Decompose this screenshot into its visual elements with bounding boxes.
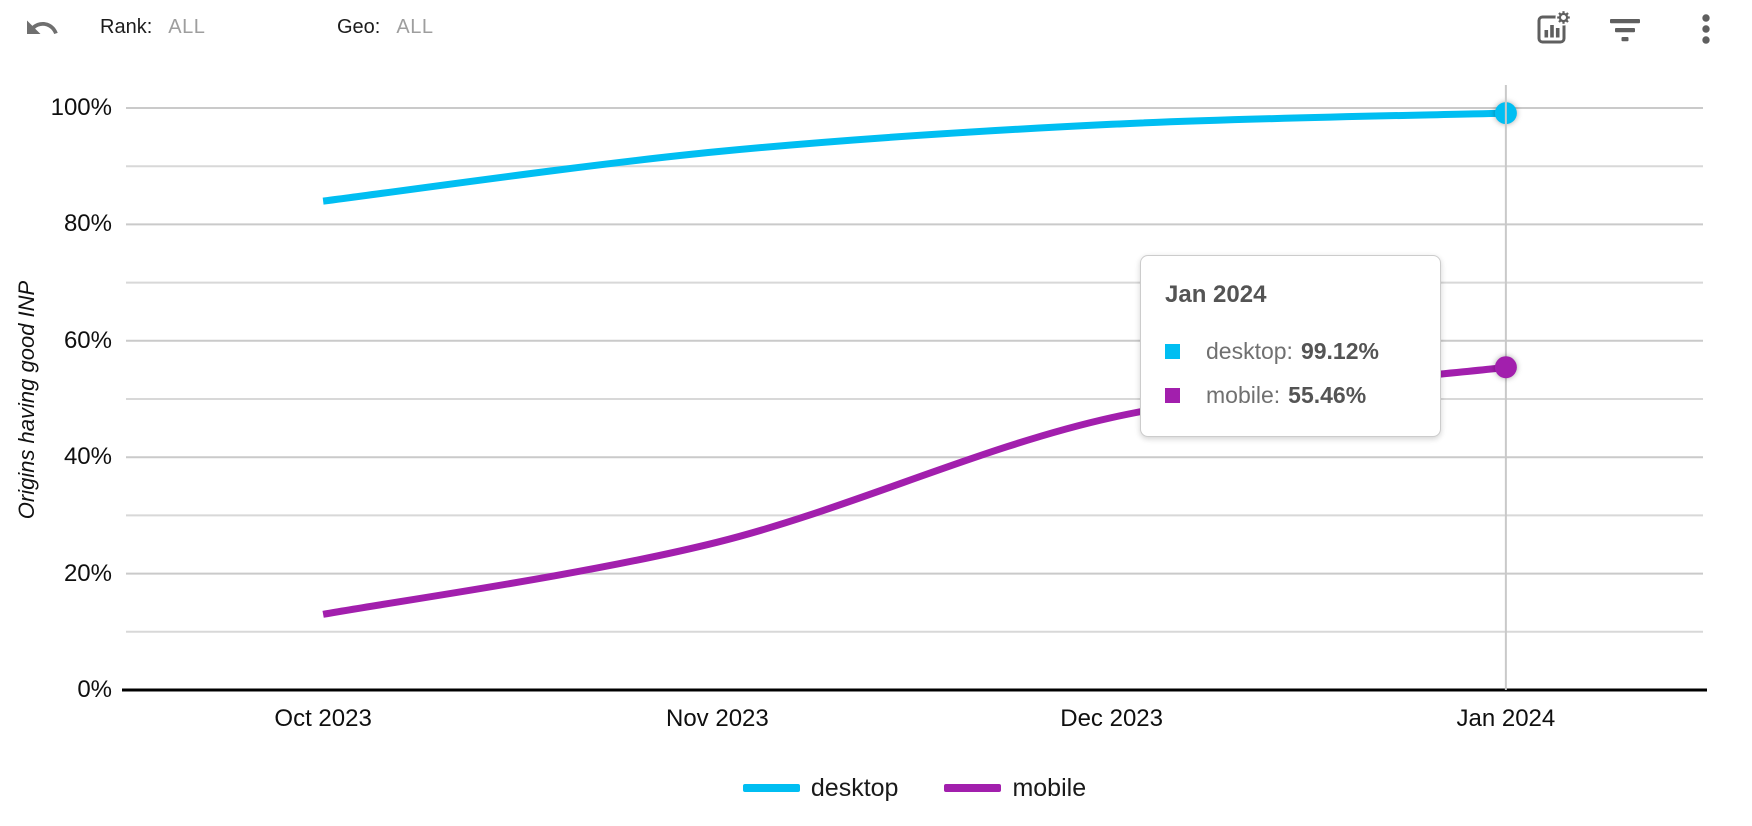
tooltip-row-mobile: mobile: 55.46% [1165, 380, 1420, 410]
kebab-menu-icon [1702, 14, 1710, 44]
geo-filter[interactable]: Geo: ALL [337, 12, 433, 42]
tooltip-row-value: 99.12% [1300, 337, 1379, 364]
filter-button[interactable] [1603, 6, 1647, 50]
chart-tooltip: Jan 2024 desktop: 99.12% mobile: 55.46% [1140, 255, 1441, 437]
data-point-marker-mobile[interactable] [1494, 356, 1517, 379]
chart-settings-icon [1537, 9, 1572, 44]
y-axis-title: Origins having good INP [14, 280, 39, 520]
legend-item-desktop: desktop [742, 773, 899, 803]
geo-filter-label: Geo: [337, 16, 381, 38]
y-axis-tick-label: 80% [63, 210, 112, 238]
x-axis-tick-label: Dec 2023 [1060, 705, 1163, 732]
kebab-menu-button[interactable] [1684, 6, 1728, 50]
undo-button[interactable] [20, 6, 64, 50]
legend-label: mobile [1012, 773, 1087, 802]
mobile-legend-swatch [944, 784, 1002, 792]
rank-filter-label: Rank: [100, 16, 153, 38]
filter-icon [1610, 19, 1640, 42]
tooltip-row-label: mobile: [1206, 381, 1281, 408]
tooltip-row-desktop: desktop: 99.12% [1165, 336, 1420, 366]
y-axis-tick-label: 60% [63, 326, 112, 354]
mobile-series-swatch [1165, 387, 1180, 403]
desktop-legend-swatch [742, 784, 800, 792]
tooltip-row-label: desktop: [1206, 337, 1293, 364]
y-axis-tick-label: 40% [63, 443, 112, 471]
legend-label: desktop [810, 773, 899, 802]
tooltip-row-value: 55.46% [1288, 381, 1367, 408]
chart-legend: desktop mobile [126, 770, 1703, 806]
inp-line-chart[interactable]: Origins having good INP Jan 2024 desktop… [0, 58, 1752, 826]
rank-filter-value[interactable]: ALL [168, 16, 206, 38]
desktop-series-swatch [1165, 343, 1180, 359]
geo-filter-value[interactable]: ALL [396, 16, 434, 38]
x-axis-tick-label: Nov 2023 [666, 705, 769, 732]
rank-filter[interactable]: Rank: ALL [100, 12, 205, 42]
undo-icon [27, 20, 58, 34]
x-axis-tick-label: Oct 2023 [274, 705, 372, 732]
y-axis-tick-label: 20% [63, 559, 112, 587]
toolbar: Rank: ALL Geo: ALL [0, 0, 1752, 58]
legend-item-mobile: mobile [944, 774, 1086, 803]
y-axis-tick-label: 100% [50, 94, 112, 121]
chart-settings-button[interactable] [1530, 6, 1574, 50]
series-line-desktop[interactable] [322, 109, 1506, 205]
tooltip-title: Jan 2024 [1165, 281, 1267, 308]
y-axis-tick-label: 0% [77, 676, 112, 703]
x-axis-tick-label: Jan 2024 [1456, 705, 1556, 732]
